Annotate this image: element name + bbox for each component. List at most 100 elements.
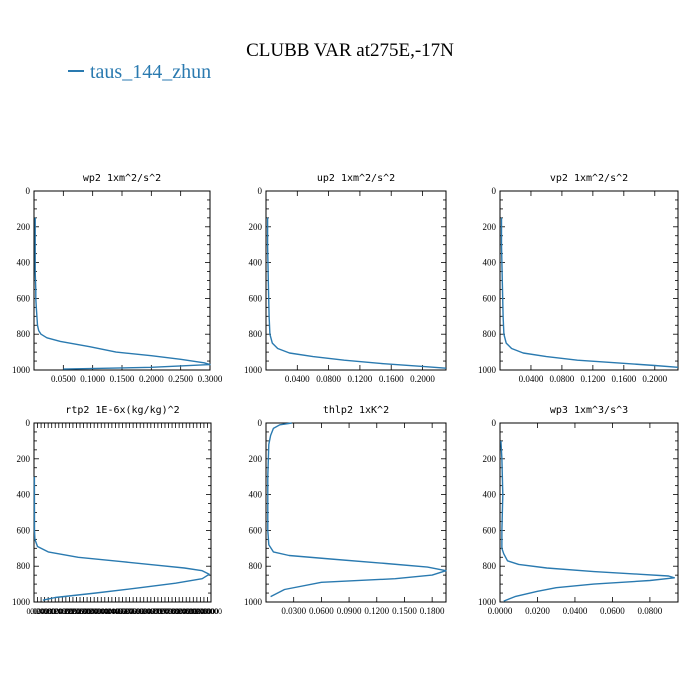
- x-tick-label: 0.6200: [133, 607, 155, 616]
- x-tick-label: 0.0400: [563, 606, 588, 616]
- x-tick-label: 0.0400: [285, 374, 310, 384]
- x-tick-label: 0.0200: [525, 606, 550, 616]
- x-tick-label: 0.3800: [90, 607, 112, 616]
- x-tick-label: 0.1600: [611, 374, 636, 384]
- x-tick-label: 0.0400: [519, 374, 544, 384]
- x-tick-label: 0.1600: [51, 607, 73, 616]
- y-tick-label: 1000: [12, 365, 31, 375]
- x-tick-label: 0.1200: [348, 374, 373, 384]
- y-tick-label: 600: [249, 293, 263, 303]
- x-tick-label: 0.2000: [642, 374, 667, 384]
- x-tick-label: 0.4400: [101, 607, 123, 616]
- x-tick-label: 0.1500: [110, 374, 135, 384]
- panel-title: up2 1xm^2/s^2: [317, 173, 395, 184]
- x-tick-label: 0.0000: [488, 606, 513, 616]
- x-tick-label: 0.1200: [44, 607, 66, 616]
- x-tick-label: 0.0300: [281, 606, 306, 616]
- x-tick-label: 0.0800: [316, 374, 341, 384]
- x-tick-label: 0.2200: [62, 607, 84, 616]
- x-tick-label: 0.3000: [198, 374, 223, 384]
- series-line: [33, 476, 210, 601]
- x-tick-label: 0.1500: [392, 606, 417, 616]
- y-tick-label: 400: [249, 258, 263, 268]
- x-tick-label: 0.6000: [129, 607, 151, 616]
- x-tick-label: 0.1800: [420, 606, 445, 616]
- y-tick-label: 200: [483, 222, 497, 232]
- plot-frame: [265, 190, 447, 371]
- x-tick-label: 0.8800: [179, 607, 201, 616]
- y-tick-label: 200: [17, 454, 31, 464]
- x-tick-label: 1.0000: [200, 607, 222, 616]
- plot-frame: [33, 190, 211, 371]
- figure-title: CLUBB VAR at275E,-17N: [246, 40, 454, 61]
- x-tick-label: 0.7200: [150, 607, 172, 616]
- y-tick-label: 400: [483, 490, 497, 500]
- y-tick-label: 600: [17, 293, 31, 303]
- x-tick-label: 0.3200: [80, 607, 102, 616]
- x-tick-label: 0.4800: [108, 607, 130, 616]
- legend-label: taus_144_zhun: [90, 61, 211, 83]
- series-line: [34, 217, 211, 370]
- x-tick-label: 0.4200: [97, 607, 119, 616]
- panel-title: rtp2 1E-6x(kg/kg)^2: [65, 405, 179, 416]
- x-tick-label: 0.0400: [30, 607, 52, 616]
- x-tick-label: 0.5800: [126, 607, 148, 616]
- y-tick-label: 200: [249, 222, 263, 232]
- x-tick-label: 0.3600: [87, 607, 109, 616]
- y-tick-label: 600: [17, 525, 31, 535]
- x-tick-label: 0.8400: [172, 607, 194, 616]
- x-tick-label: 0.2000: [58, 607, 80, 616]
- x-tick-label: 0.8000: [165, 607, 187, 616]
- y-tick-label: 800: [17, 329, 31, 339]
- y-tick-label: 0: [258, 186, 263, 196]
- x-tick-label: 0.9200: [186, 607, 208, 616]
- y-tick-label: 600: [249, 525, 263, 535]
- y-tick-label: 0: [258, 418, 263, 428]
- x-tick-label: 0.0500: [51, 374, 76, 384]
- x-tick-label: 0.2000: [139, 374, 164, 384]
- panel-1: wp2 1xm^2/s^2 0 200 400 600 800 1000 0.0500 0.10…: [12, 173, 223, 384]
- y-tick-label: 400: [483, 258, 497, 268]
- series-line: [500, 440, 675, 602]
- series-line: [500, 217, 679, 368]
- x-tick-label: 0.1000: [80, 374, 105, 384]
- x-tick-label: 0.5200: [115, 607, 137, 616]
- y-tick-label: 400: [249, 490, 263, 500]
- panel-title: vp2 1xm^2/s^2: [550, 173, 628, 184]
- x-tick-label: 0.7400: [154, 607, 176, 616]
- y-tick-label: 800: [483, 561, 497, 571]
- x-tick-label: 0.0800: [37, 607, 59, 616]
- x-tick-label: 0.8200: [168, 607, 190, 616]
- panel-5: thlp2 1xK^2 0 200 400 600 800 1000 0.0300 0.0600…: [244, 405, 447, 616]
- y-tick-label: 800: [17, 561, 31, 571]
- y-tick-label: 0: [26, 186, 31, 196]
- x-tick-label: 0.2800: [73, 607, 95, 616]
- plot-frame: [499, 190, 679, 371]
- x-tick-label: 0.9400: [189, 607, 211, 616]
- y-tick-label: 200: [483, 454, 497, 464]
- x-tick-label: 0.5600: [122, 607, 144, 616]
- x-tick-label: 0.1200: [364, 606, 389, 616]
- x-tick-label: 0.2600: [69, 607, 91, 616]
- y-tick-label: 600: [483, 525, 497, 535]
- panel-4: rtp2 1E-6x(kg/kg)^2 0 200 400 600 800 10000.02…: [12, 405, 222, 616]
- x-tick-label: 0.1800: [55, 607, 77, 616]
- x-tick-label: 0.7600: [158, 607, 180, 616]
- x-tick-label: 0.1000: [41, 607, 63, 616]
- x-tick-label: 0.4000: [94, 607, 116, 616]
- x-tick-label: 0.0200: [27, 607, 49, 616]
- x-tick-label: 0.3000: [76, 607, 98, 616]
- x-tick-label: 0.8600: [175, 607, 197, 616]
- x-tick-label: 0.0600: [600, 606, 625, 616]
- series-line: [266, 217, 447, 369]
- x-tick-label: 0.2500: [168, 374, 193, 384]
- x-tick-label: 0.2400: [65, 607, 87, 616]
- y-tick-label: 200: [17, 222, 31, 232]
- y-tick-label: 0: [26, 418, 31, 428]
- x-tick-label: 0.5400: [119, 607, 141, 616]
- x-tick-label: 0.6600: [140, 607, 162, 616]
- x-tick-label: 0.3400: [83, 607, 105, 616]
- panel-2: up2 1xm^2/s^2 0 200 400 600 800 1000 0.0400 0.08…: [244, 173, 447, 384]
